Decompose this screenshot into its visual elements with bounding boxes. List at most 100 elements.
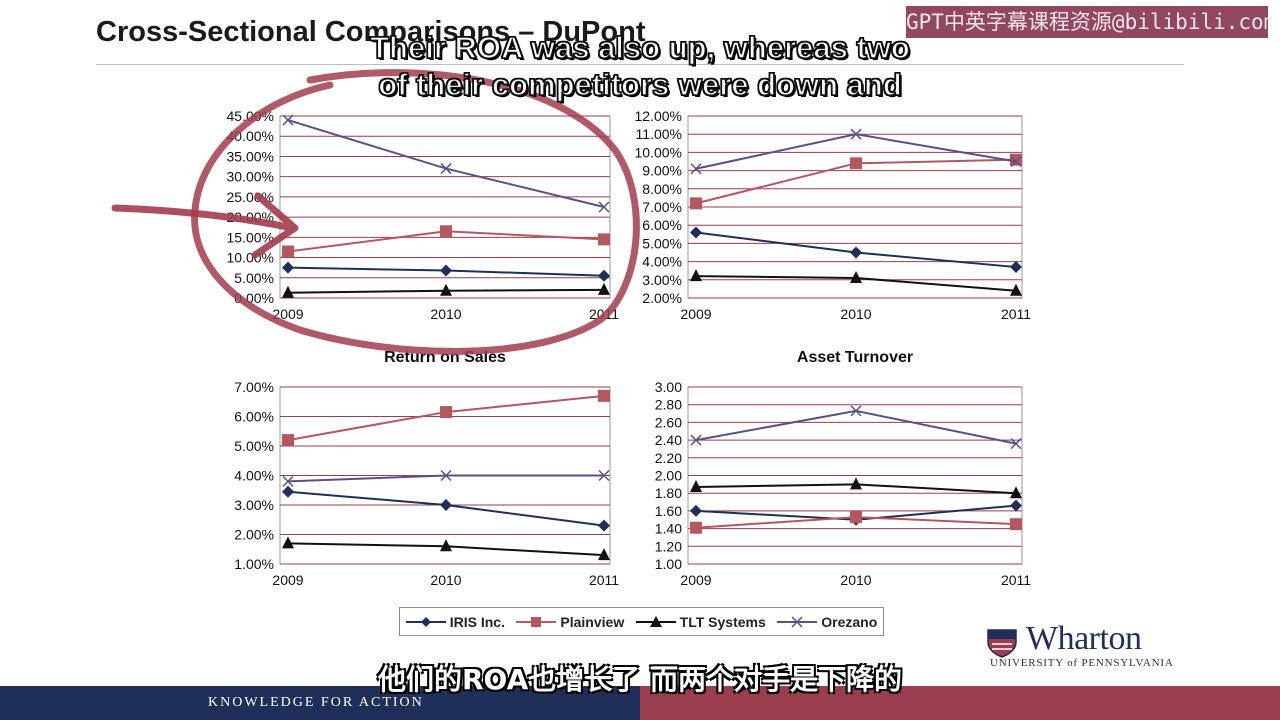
data-point-square (690, 521, 702, 534)
data-point-x (850, 128, 862, 140)
chart-3: 1.00% 2.00% 3.00% 4.00% 5.00% 6.00% 7.00% 2009 2… (234, 349, 619, 588)
data-point-triangle (440, 539, 452, 552)
data-point-square (690, 197, 702, 210)
data-point-triangle (850, 477, 862, 490)
x-tick-label: 2010 (840, 572, 871, 588)
chart-legend: IRIS Inc. Plainview TLT Systems Orezano (399, 607, 884, 636)
data-point-square (440, 406, 452, 419)
watermark: GPT中英字幕课程资源@bilibili.com (906, 6, 1268, 38)
legend-item-tlt: TLT Systems (635, 613, 766, 630)
x-tick-label: 2009 (272, 306, 303, 322)
y-tick-label: 4.00% (234, 468, 274, 484)
y-tick-label: 7.00% (642, 199, 682, 215)
x-tick-label: 2011 (1001, 572, 1031, 588)
data-point-x (1010, 155, 1022, 168)
title-divider (96, 64, 1184, 65)
data-point-triangle (690, 480, 702, 493)
data-point-x (690, 434, 702, 446)
data-point-triangle (282, 536, 294, 549)
data-point-diamond (282, 485, 294, 498)
subtitle-chinese: 他们的ROA也增长了 而两个对手是下降的 (377, 663, 903, 696)
data-point-diamond (440, 499, 452, 511)
y-tick-label: 1.00% (234, 556, 274, 572)
y-tick-label: 15.00% (227, 229, 274, 245)
data-point-square (1010, 518, 1022, 531)
diamond-icon (405, 616, 446, 627)
y-tick-label: 2.20 (655, 450, 682, 466)
series-line-orezano (695, 409, 1017, 445)
data-point-square (850, 157, 862, 170)
x-tick-label: 2011 (1001, 306, 1031, 322)
y-tick-label: 2.40 (655, 432, 682, 448)
y-tick-label: 20.00% (227, 209, 274, 225)
series-line-orezano (287, 119, 605, 208)
y-tick-label: 10.00% (635, 144, 682, 160)
y-tick-label: 12.00% (635, 108, 682, 124)
legend-label: Orezano (821, 613, 878, 630)
x-tick-label: 2009 (680, 306, 711, 322)
data-point-triangle (598, 548, 610, 561)
y-tick-label: 2.00% (234, 527, 274, 543)
y-tick-label: 3.00% (642, 272, 682, 288)
square-icon (516, 616, 557, 627)
data-point-x (598, 469, 610, 482)
x-marker-icon (777, 615, 818, 628)
y-tick-label: 30.00% (227, 169, 274, 185)
data-point-x (690, 163, 702, 175)
x-tick-label: 2009 (680, 572, 711, 588)
shield-icon (987, 629, 1017, 658)
data-point-square (598, 389, 610, 402)
y-tick-label: 25.00% (227, 189, 274, 205)
x-tick-label: 2010 (840, 306, 871, 322)
data-point-triangle (1010, 486, 1022, 499)
y-tick-label: 11.00% (636, 126, 682, 142)
y-tick-label: 0.00% (234, 290, 274, 306)
y-tick-label: 35.00% (227, 148, 274, 164)
data-point-diamond (1010, 261, 1022, 274)
y-tick-label: 3.00 (655, 379, 682, 395)
data-point-diamond (440, 264, 452, 277)
data-point-triangle (690, 269, 702, 282)
university-name: UNIVERSITY of PENNSYLVANIA (990, 657, 1174, 669)
data-point-diamond (598, 269, 610, 282)
data-point-triangle (1010, 283, 1022, 296)
triangle-icon (635, 615, 676, 627)
data-point-diamond (850, 246, 862, 259)
data-point-square (850, 511, 862, 524)
x-tick-label: 2009 (272, 572, 303, 588)
data-point-x (850, 405, 862, 417)
y-tick-label: 4.00% (642, 254, 682, 270)
y-tick-label: 1.80 (655, 485, 682, 501)
legend-item-iris: IRIS Inc. (405, 613, 505, 630)
wharton-logo: Wharton UNIVERSITY of PENNSYLVANIA (986, 620, 1196, 670)
data-point-x (282, 114, 294, 126)
y-tick-label: 2.80 (655, 397, 682, 413)
legend-label: IRIS Inc. (449, 613, 505, 630)
y-tick-label: 1.20 (655, 538, 682, 554)
y-tick-label: 2.00 (655, 468, 682, 484)
y-tick-label: 9.00% (642, 163, 682, 179)
y-tick-label: 8.00% (642, 181, 682, 197)
x-tick-label: 2010 (430, 572, 461, 588)
chart-4: 1.00 1.201.40 1.60 1.802.00 2.20 2.40 2.602.80… (655, 349, 1032, 588)
subtitle-english-line1: Their ROA was also up, whereas two (369, 29, 910, 66)
data-point-triangle (850, 270, 862, 283)
y-tick-label: 2.00% (642, 290, 682, 306)
data-point-diamond (598, 519, 610, 532)
chart-2: 2.00% 3.00% 4.00% 5.00% 6.00% 7.00% 8.00% 9.00%… (635, 108, 1032, 322)
legend-label: Plainview (560, 613, 625, 630)
data-point-diamond (690, 226, 702, 239)
y-tick-label: 45.00% (227, 108, 274, 124)
legend-item-plainview: Plainview (516, 614, 624, 630)
data-point-diamond (282, 261, 294, 274)
footer-right-band (640, 686, 1280, 720)
data-point-x (440, 469, 452, 482)
subtitle-english-line2: of their competitors were down and (377, 66, 902, 103)
data-point-triangle (598, 282, 610, 295)
legend-label: TLT Systems (679, 613, 766, 630)
y-tick-label: 10.00% (227, 250, 274, 266)
y-tick-label: 7.00% (234, 379, 274, 395)
y-tick-label: 5.00% (642, 235, 682, 251)
x-tick-label: 2010 (430, 306, 461, 322)
data-point-square (282, 245, 294, 258)
